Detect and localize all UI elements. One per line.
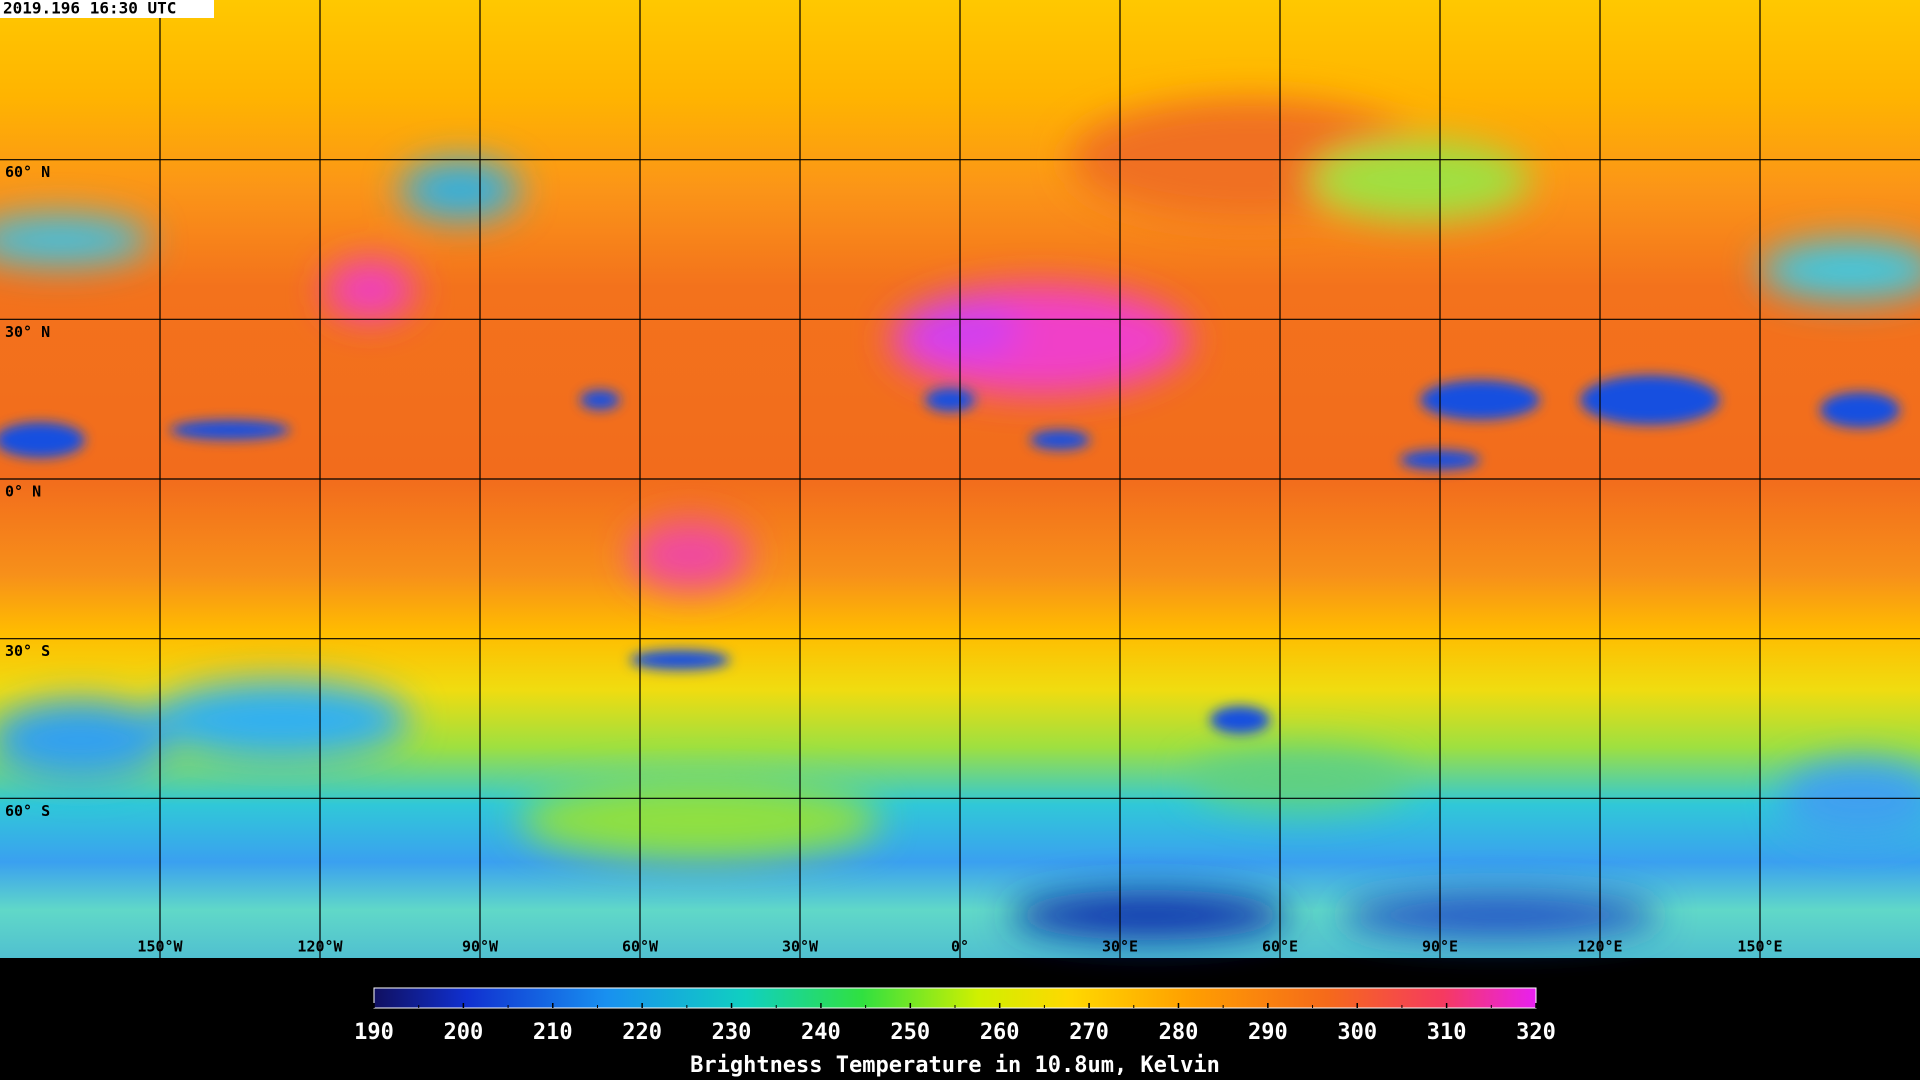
longitude-label: 90°W	[462, 938, 499, 956]
colorbar-title: Brightness Temperature in 10.8um, Kelvin	[690, 1053, 1220, 1078]
colorbar-tick-label: 270	[1069, 1020, 1109, 1045]
longitude-label: 150°E	[1737, 938, 1782, 956]
colorbar-tick-label: 230	[712, 1020, 752, 1045]
colorbar-tick-label: 240	[801, 1020, 841, 1045]
longitude-label: 30°E	[1102, 938, 1138, 956]
timestamp-box	[0, 0, 214, 18]
colorbar-tick-label: 290	[1248, 1020, 1288, 1045]
colorbar-tick-label: 250	[890, 1020, 930, 1045]
longitude-label: 30°W	[782, 938, 819, 956]
latitude-label: 30° S	[5, 642, 50, 660]
colorbar-tick-label: 320	[1516, 1020, 1556, 1045]
colorbar-tick-label: 200	[444, 1020, 484, 1045]
colorbar-tick-label: 280	[1159, 1020, 1199, 1045]
colorbar: Brightness Temperature in 10.8um, Kelvin…	[354, 987, 1556, 1078]
longitude-label: 60°E	[1262, 938, 1298, 956]
colorbar-tick-label: 310	[1427, 1020, 1467, 1045]
longitude-label: 150°W	[137, 938, 183, 956]
latitude-label: 60° N	[5, 163, 50, 181]
colorbar-tick-label: 210	[533, 1020, 573, 1045]
timestamp: 2019.196 16:30 UTC	[3, 0, 176, 18]
latitude-label: 0° N	[5, 483, 41, 501]
longitude-label: 120°E	[1577, 938, 1622, 956]
colorbar-tick-label: 260	[980, 1020, 1020, 1045]
longitude-label: 90°E	[1422, 938, 1458, 956]
colorbar-tick-label: 300	[1337, 1020, 1377, 1045]
colorbar-tick-label: 220	[622, 1020, 662, 1045]
graticule-labels: 60° N 30° N 0° N 30° S 60° S 150°W 120°W 90°W 60…	[5, 163, 1783, 955]
latitude-label: 60° S	[5, 802, 50, 820]
longitude-label: 0°	[951, 938, 969, 956]
longitude-label: 120°W	[297, 938, 343, 956]
latitude-label: 30° N	[5, 323, 50, 341]
longitude-label: 60°W	[622, 938, 659, 956]
colorbar-tick-label: 190	[354, 1020, 394, 1045]
graticule	[0, 0, 1920, 958]
